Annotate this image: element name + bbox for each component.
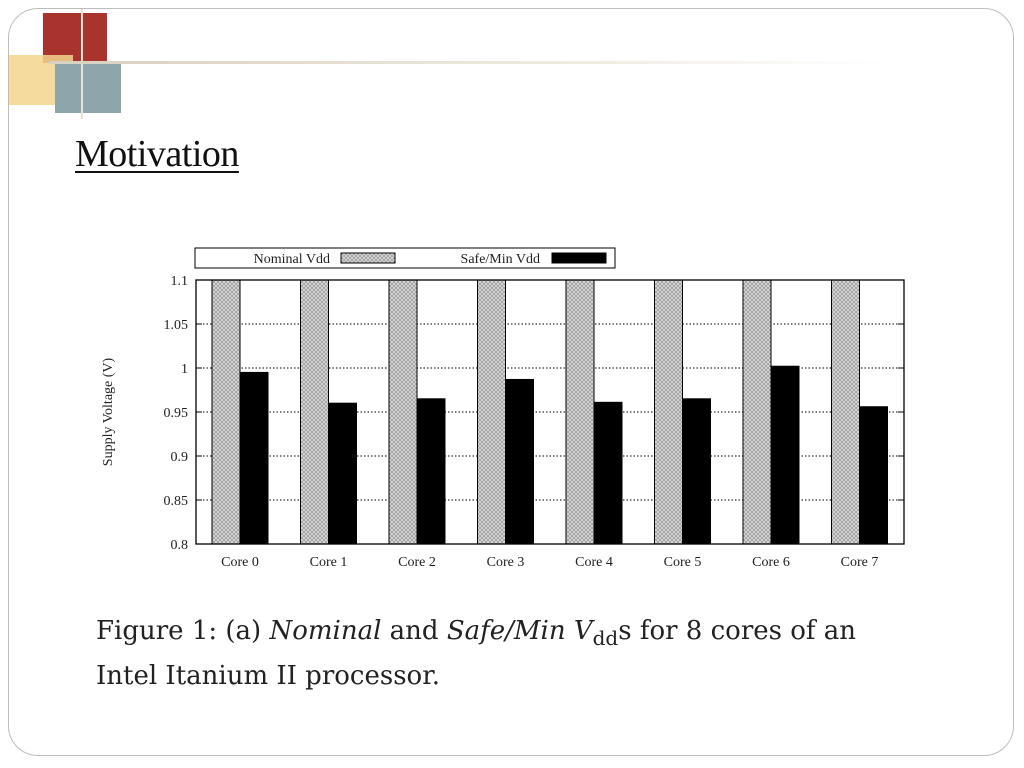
- caption-line-2: Intel Itanium II processor.: [96, 661, 441, 691]
- bar-safe-4: [593, 401, 623, 545]
- legend-label-nominal: Nominal Vdd: [254, 252, 330, 267]
- y-tick-label: 1.05: [164, 318, 189, 333]
- bar-safe-5: [682, 398, 711, 545]
- decor-horizontal-line: [49, 61, 889, 64]
- caption-nominal: Nominal: [269, 616, 382, 646]
- y-tick-label: 0.85: [164, 494, 189, 509]
- bar-nominal-7: [831, 279, 860, 545]
- x-tick-label: Core 1: [310, 555, 348, 570]
- caption-v: V: [565, 616, 593, 646]
- bar-nominal-0: [211, 279, 241, 545]
- caption-figure-label: Figure 1: (a): [96, 616, 270, 646]
- legend-swatch-safe: [551, 252, 607, 264]
- y-tick-label: 0.95: [164, 406, 189, 421]
- bar-nominal-3: [477, 279, 506, 545]
- caption-line-1: Figure 1: (a) Nominal and Safe/Min Vdds …: [96, 612, 976, 657]
- x-tick-label: Core 0: [221, 555, 259, 570]
- x-tick-label: Core 4: [575, 555, 613, 570]
- x-tick-label: Core 6: [752, 555, 790, 570]
- bar-nominal-4: [565, 279, 595, 545]
- decor-gray-square: [55, 63, 121, 113]
- bar-safe-2: [416, 398, 446, 545]
- bar-safe-1: [328, 402, 357, 545]
- x-tick-label: Core 5: [664, 555, 702, 570]
- y-axis-label: Supply Voltage (V): [101, 357, 116, 466]
- slide-title: Motivation: [75, 133, 239, 175]
- decor-red-square: [43, 13, 107, 63]
- y-tick-label: 1: [181, 362, 188, 377]
- caption-safe-min: Safe/Min: [446, 616, 566, 646]
- bar-safe-3: [505, 378, 534, 545]
- legend-label-safe: Safe/Min Vdd: [461, 252, 540, 267]
- bar-safe-0: [239, 371, 269, 545]
- bar-nominal-1: [300, 279, 329, 545]
- caption-dd-subscript: dd: [592, 626, 619, 650]
- legend-swatch-nominal: [340, 252, 396, 264]
- x-tick-label: Core 7: [841, 555, 879, 570]
- x-tick-label: Core 3: [487, 555, 525, 570]
- legend-box: [194, 247, 616, 269]
- caption-and: and: [381, 616, 447, 646]
- decor-vertical-line: [81, 9, 83, 119]
- y-tick-label: 1.1: [171, 274, 189, 289]
- y-tick-label: 0.8: [171, 538, 189, 553]
- bar-safe-7: [859, 406, 888, 545]
- bar-nominal-2: [388, 279, 418, 545]
- bar-nominal-6: [742, 279, 772, 545]
- x-tick-label: Core 2: [398, 555, 436, 570]
- bar-nominal-5: [654, 279, 683, 545]
- caption-rest: s for 8 cores of an: [618, 616, 857, 646]
- figure-caption: Figure 1: (a) Nominal and Safe/Min Vdds …: [96, 612, 976, 695]
- y-tick-label: 0.9: [171, 450, 189, 465]
- bar-safe-6: [770, 365, 800, 545]
- plot-frame: [195, 279, 905, 545]
